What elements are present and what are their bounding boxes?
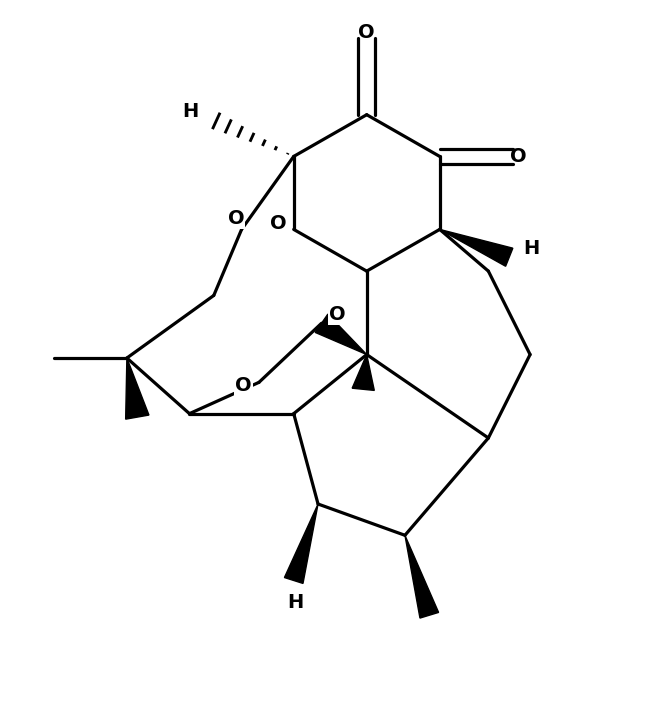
Polygon shape: [125, 358, 149, 419]
Polygon shape: [352, 354, 374, 390]
Polygon shape: [439, 229, 513, 266]
Text: H: H: [523, 239, 540, 258]
Polygon shape: [285, 504, 318, 583]
Text: O: O: [358, 23, 375, 42]
Text: H: H: [287, 594, 304, 612]
Text: O: O: [270, 214, 287, 234]
Text: O: O: [328, 305, 345, 325]
Polygon shape: [315, 314, 367, 354]
Text: O: O: [227, 210, 244, 228]
Polygon shape: [405, 535, 439, 618]
Text: O: O: [235, 377, 252, 395]
Text: H: H: [183, 102, 199, 121]
Text: O: O: [510, 147, 526, 166]
